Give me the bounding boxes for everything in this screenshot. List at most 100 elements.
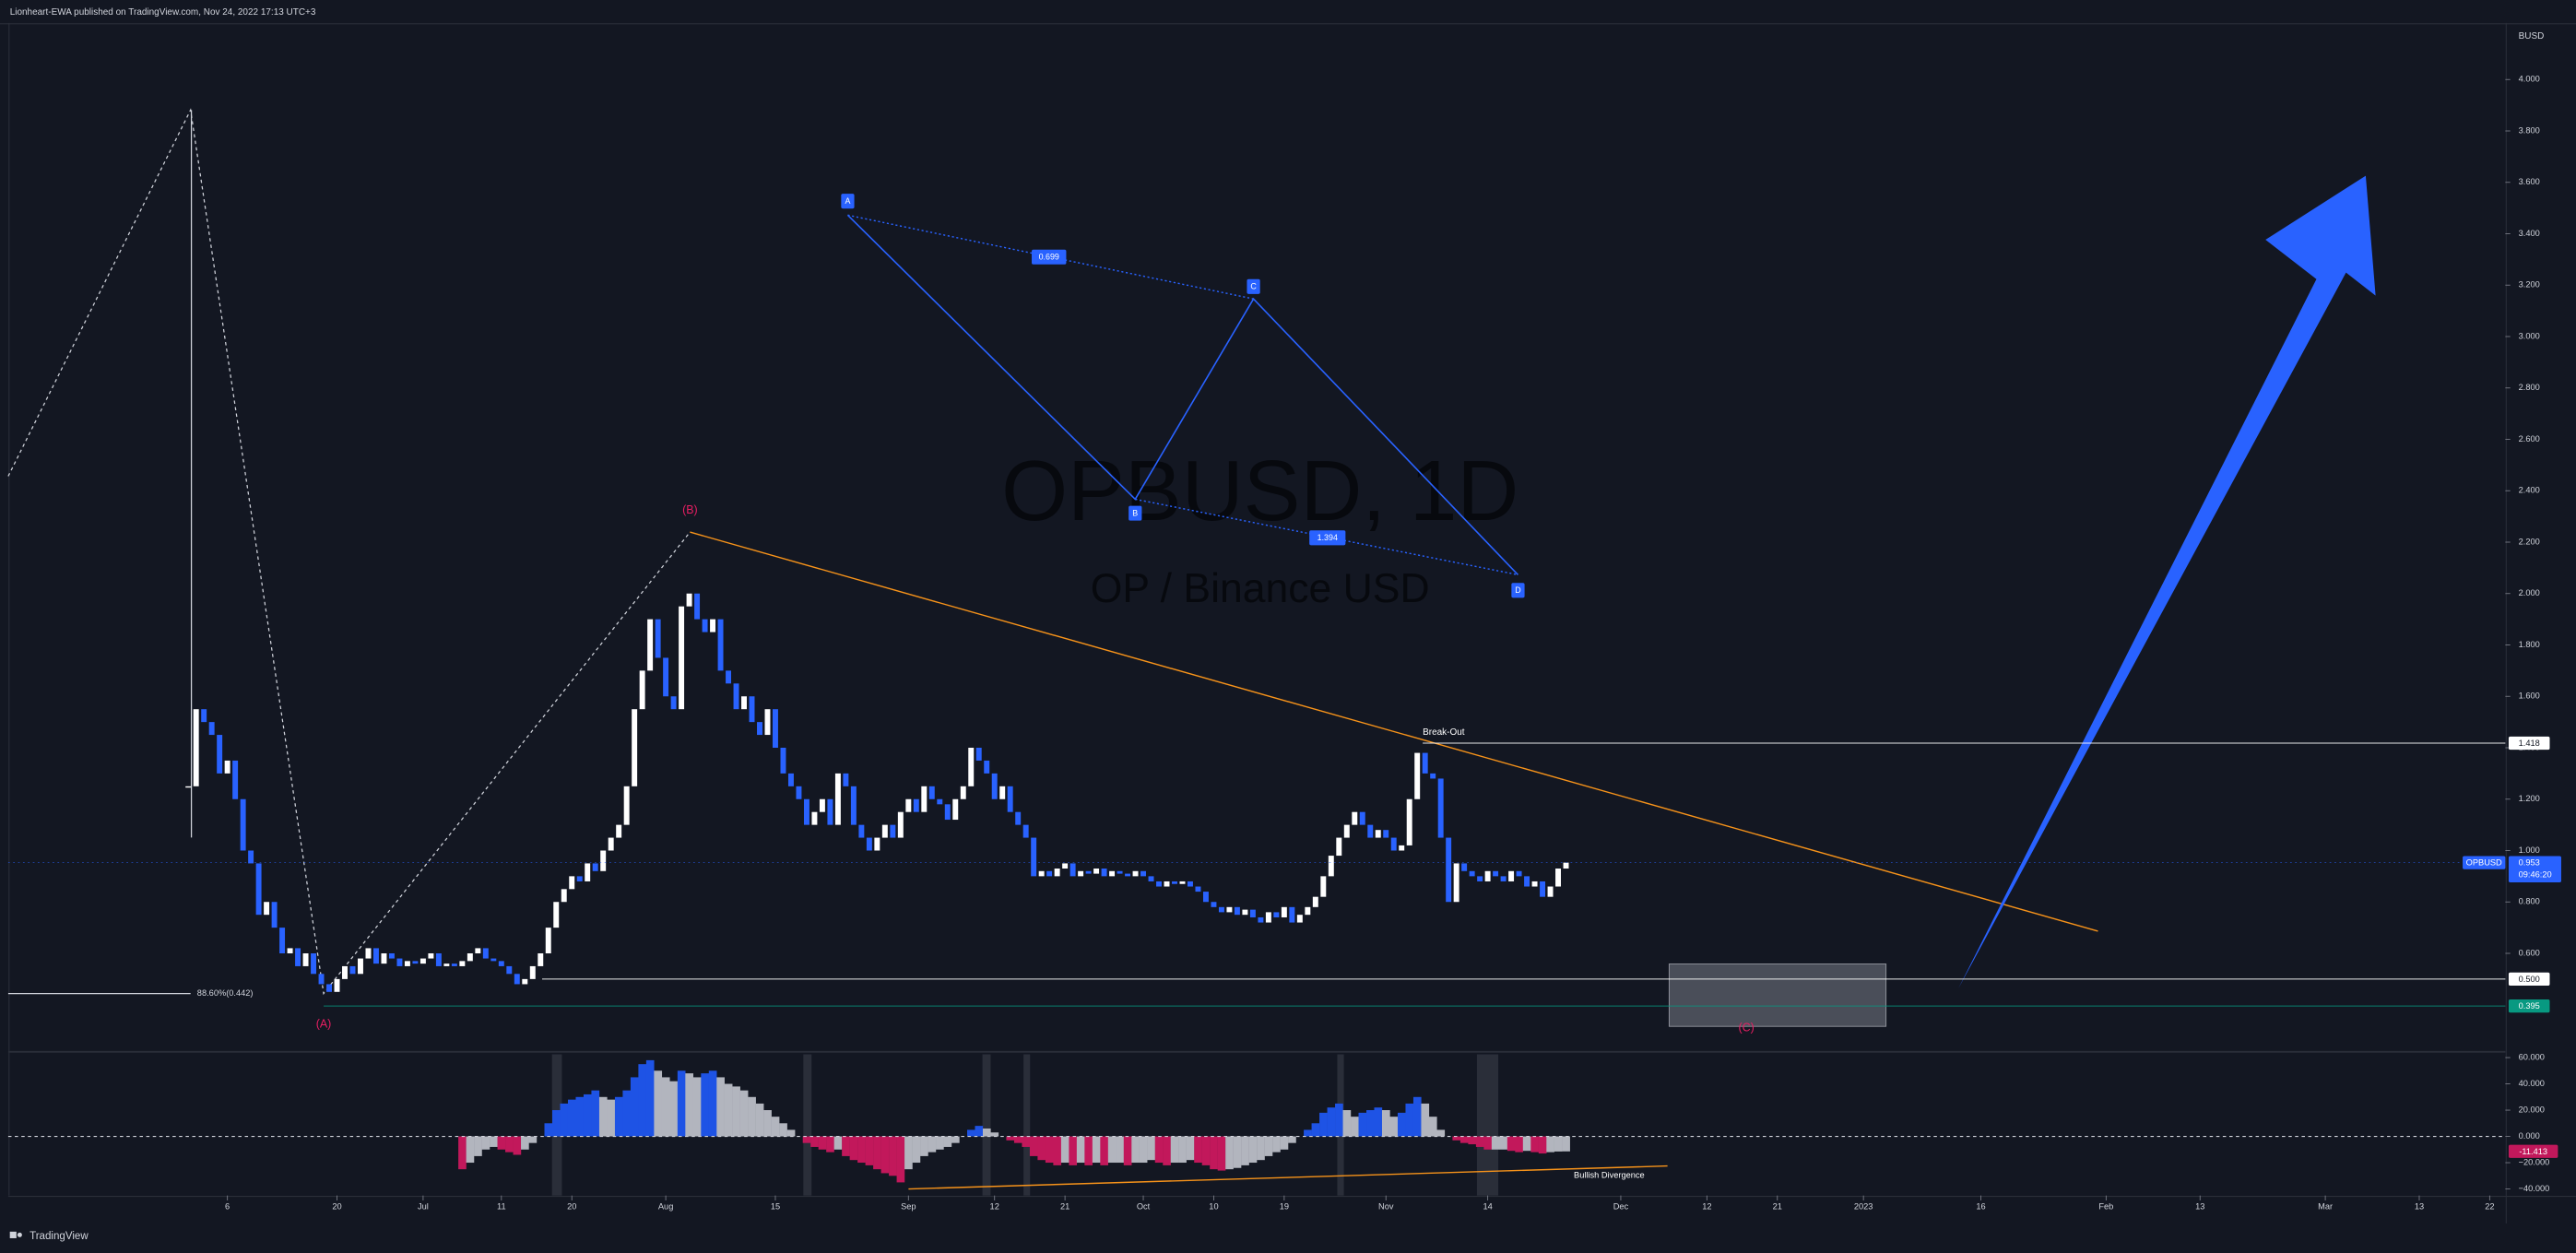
osc-bar — [1029, 1136, 1038, 1156]
candle — [913, 798, 919, 812]
osc-bar — [1280, 1136, 1289, 1150]
osc-bar — [1389, 1117, 1399, 1137]
candle — [1007, 786, 1013, 812]
osc-bar — [1507, 1136, 1516, 1152]
label-text: C — [1250, 282, 1257, 291]
osc-bar — [1178, 1136, 1187, 1164]
osc-bar — [912, 1136, 921, 1164]
candle — [592, 863, 598, 871]
osc-bar — [708, 1070, 717, 1137]
candle — [710, 619, 716, 632]
osc-bar — [1053, 1136, 1062, 1165]
x-tick-label: 10 — [1209, 1202, 1218, 1212]
price-line-label: 1.418 — [2519, 739, 2540, 748]
breakout-label: Break-Out — [1423, 727, 1465, 738]
candle — [1281, 906, 1287, 917]
candle — [694, 593, 701, 620]
osc-bar — [1351, 1117, 1359, 1137]
osc-bar — [497, 1136, 506, 1150]
ratio-label: 0.699 — [1032, 249, 1067, 265]
candle — [545, 928, 551, 953]
candle — [726, 670, 732, 684]
osc-bar — [951, 1136, 960, 1143]
candle — [890, 824, 896, 838]
fib-label: 88.60%(0.442) — [197, 988, 254, 998]
candle — [670, 696, 677, 710]
logo — [9, 1231, 17, 1238]
candle — [803, 798, 809, 825]
x-tick-label: 6 — [225, 1202, 230, 1212]
osc-bar — [755, 1103, 764, 1137]
osc-bar — [896, 1136, 905, 1183]
candle — [921, 786, 928, 812]
osc-bar — [1084, 1136, 1093, 1165]
candle — [538, 952, 544, 966]
osc-bar — [873, 1136, 881, 1170]
osc-bar — [1139, 1136, 1148, 1164]
osc-bar — [622, 1090, 632, 1137]
osc-bar — [966, 1129, 975, 1137]
osc-bar — [521, 1136, 529, 1150]
osc-bar — [826, 1136, 834, 1153]
candle — [1555, 869, 1562, 887]
x-tick-label: 16 — [1976, 1202, 1985, 1212]
candle — [1132, 870, 1139, 877]
osc-bar — [1522, 1136, 1531, 1152]
osc-bar — [880, 1136, 890, 1174]
candle — [999, 786, 1006, 799]
osc-bar — [607, 1099, 616, 1137]
candle — [686, 593, 692, 607]
candle — [1493, 870, 1499, 877]
osc-bar — [1327, 1107, 1336, 1137]
candle — [1226, 906, 1233, 913]
osc-bar — [928, 1136, 937, 1153]
candle — [443, 963, 450, 966]
candle — [1101, 869, 1107, 877]
candle — [287, 948, 293, 953]
candle — [773, 709, 778, 749]
osc-bar — [1116, 1136, 1124, 1164]
osc-bar — [1100, 1136, 1109, 1165]
candle — [1218, 906, 1224, 913]
candle — [960, 786, 966, 799]
candle — [764, 709, 771, 736]
abcd-label-d: D — [1511, 583, 1525, 598]
x-tick-label: 20 — [332, 1202, 341, 1212]
osc-bar — [1397, 1112, 1406, 1137]
price-line-label: 0.500 — [2519, 975, 2540, 984]
x-tick-label: 21 — [1060, 1202, 1069, 1212]
osc-bar — [654, 1070, 663, 1137]
candle — [201, 709, 207, 723]
label-box — [1032, 249, 1067, 265]
candle — [561, 889, 567, 903]
y-tick-label: 3.000 — [2519, 331, 2540, 340]
candle — [585, 863, 591, 881]
x-tick-label: Nov — [1378, 1202, 1394, 1212]
candle — [404, 961, 410, 966]
osc-bar — [1319, 1112, 1328, 1137]
candle — [349, 965, 356, 975]
candle — [1305, 906, 1311, 916]
candle — [1273, 912, 1280, 917]
candle — [467, 952, 473, 962]
label-text: D — [1515, 585, 1520, 595]
candle — [632, 709, 638, 786]
candle — [217, 735, 223, 774]
osc-bar — [677, 1070, 686, 1137]
trend-line — [690, 531, 2098, 932]
candle — [663, 657, 669, 697]
osc-bar — [591, 1090, 600, 1137]
osc-bar — [1147, 1136, 1155, 1161]
candle — [1367, 824, 1374, 838]
osc-bar — [1170, 1136, 1179, 1164]
band — [803, 1054, 812, 1196]
y-tick-label: 2.000 — [2519, 588, 2540, 597]
candle — [1156, 881, 1162, 887]
x-tick-label: 12 — [1702, 1202, 1711, 1212]
candle — [780, 748, 786, 774]
label-box — [1128, 505, 1142, 521]
candle — [1563, 862, 1569, 869]
candle — [1179, 881, 1186, 884]
